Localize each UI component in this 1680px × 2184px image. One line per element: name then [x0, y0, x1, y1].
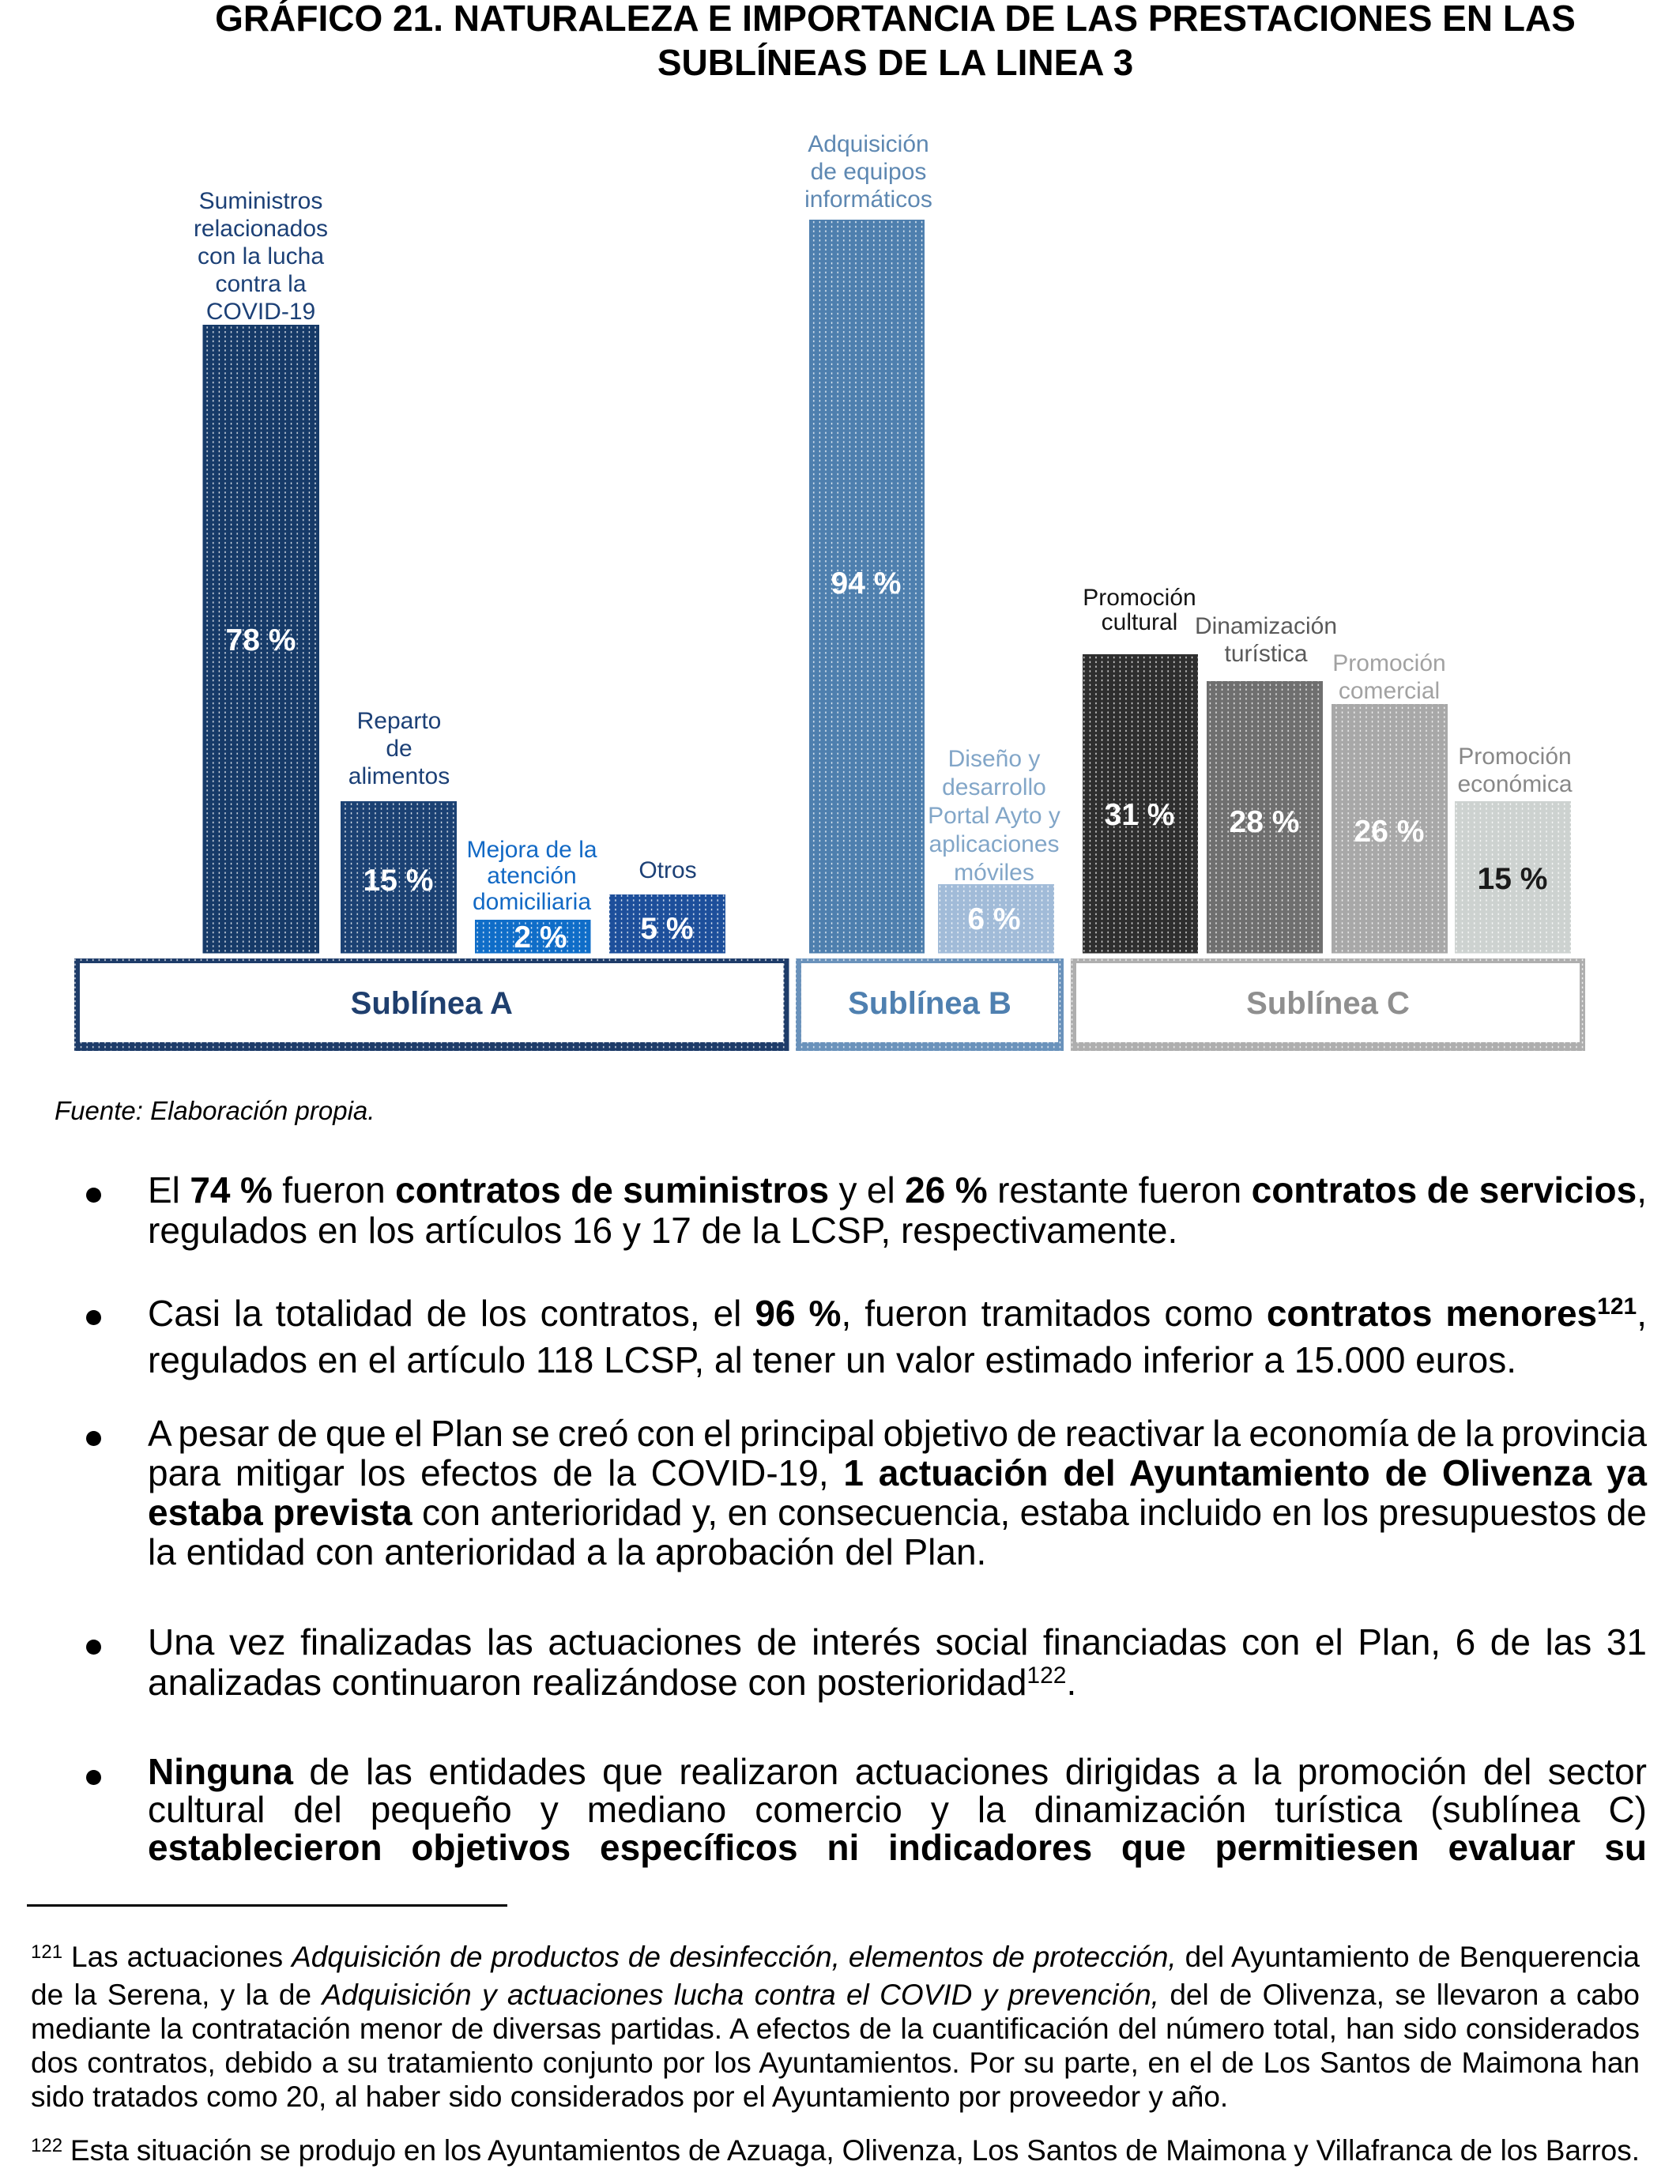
svg-text:relacionados: relacionados	[194, 216, 328, 242]
svg-text:Reparto: Reparto	[357, 708, 442, 734]
svg-text:26 %: 26 %	[1354, 815, 1425, 849]
svg-text:Sublínea B: Sublínea B	[848, 986, 1011, 1021]
svg-text:Mejora de la: Mejora de la	[466, 837, 597, 863]
svg-text:aplicaciones: aplicaciones	[929, 831, 1059, 857]
svg-text:alimentos: alimentos	[348, 763, 450, 789]
svg-text:Otros: Otros	[638, 857, 696, 883]
svg-text:Portal Ayto y: Portal Ayto y	[928, 803, 1060, 829]
svg-text:2 %: 2 %	[514, 921, 567, 955]
svg-text:móviles: móviles	[954, 860, 1034, 886]
svg-text:6 %: 6 %	[967, 902, 1020, 936]
svg-text:78 %: 78 %	[226, 623, 296, 657]
svg-text:Dinamización: Dinamización	[1195, 613, 1337, 639]
svg-text:Suministros: Suministros	[199, 188, 323, 214]
svg-text:con la lucha: con la lucha	[198, 243, 324, 269]
svg-text:Sublínea A: Sublínea A	[351, 986, 513, 1021]
svg-text:Sublínea C: Sublínea C	[1246, 986, 1410, 1021]
svg-text:de: de	[386, 736, 412, 762]
svg-text:Promoción: Promoción	[1083, 585, 1196, 611]
svg-text:COVID-19: COVID-19	[206, 299, 315, 325]
svg-text:15 %: 15 %	[363, 864, 434, 898]
svg-text:15 %: 15 %	[1478, 862, 1548, 896]
svg-text:31 %: 31 %	[1105, 798, 1175, 832]
svg-text:Promoción: Promoción	[1332, 650, 1445, 676]
svg-text:5 %: 5 %	[640, 912, 693, 946]
svg-text:Diseño y: Diseño y	[948, 746, 1041, 772]
svg-text:domiciliaria: domiciliaria	[473, 889, 591, 915]
svg-text:28 %: 28 %	[1230, 805, 1300, 839]
svg-text:de equipos: de equipos	[811, 159, 927, 185]
svg-text:cultural: cultural	[1102, 609, 1178, 635]
svg-text:Promoción: Promoción	[1458, 744, 1571, 770]
svg-text:informáticos: informáticos	[804, 186, 932, 213]
svg-text:económica: económica	[1457, 771, 1572, 797]
svg-text:turística: turística	[1224, 641, 1307, 667]
svg-text:desarrollo: desarrollo	[942, 774, 1046, 800]
svg-text:atención: atención	[487, 863, 576, 889]
svg-text:comercial: comercial	[1339, 678, 1440, 704]
svg-text:contra la: contra la	[215, 271, 306, 297]
svg-text:94 %: 94 %	[831, 567, 902, 601]
svg-text:Adquisición: Adquisición	[808, 131, 929, 157]
